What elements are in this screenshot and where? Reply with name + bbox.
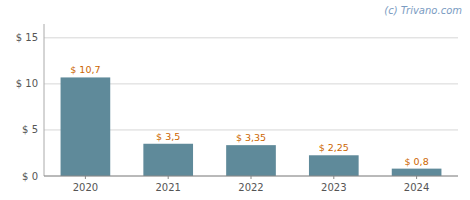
x-tick [333,176,334,179]
chart-svg: $ 0 $ 5 $ 10 $ 15 $ 10,7 $ 3,5 $ 3,35 $ 2,25 $ 0… [0,0,470,200]
x-tick-label: 2024 [404,182,429,193]
data-label: $ 10,7 [70,64,100,75]
data-label: $ 0,8 [405,156,429,167]
bar [309,155,359,176]
data-label: $ 3,5 [156,131,180,142]
watermark: (c) Trivano.com [384,5,462,16]
bars [61,77,442,176]
x-tick-label: 2020 [73,182,98,193]
x-tick-label: 2021 [155,182,180,193]
y-tick-label: $ 5 [22,124,38,135]
x-tick [168,176,169,179]
chart-container: $ 0 $ 5 $ 10 $ 15 $ 10,7 $ 3,5 $ 3,35 $ 2,25 $ 0… [0,0,470,200]
x-tick [251,176,252,179]
x-tick [85,176,86,179]
y-tick-label: $ 15 [16,32,38,43]
bar [392,169,442,176]
y-axis-line [44,24,45,176]
grid-line [44,37,458,38]
bar [61,77,111,176]
x-tick [416,176,417,179]
bar [143,144,193,176]
data-label: $ 3,35 [236,132,266,143]
bar [226,145,276,176]
y-tick-label: $ 10 [16,78,38,89]
data-label: $ 2,25 [319,142,349,153]
grid [44,38,458,176]
x-tick-label: 2023 [321,182,346,193]
x-tick-label: 2022 [238,182,263,193]
y-tick-label: $ 0 [22,171,38,182]
